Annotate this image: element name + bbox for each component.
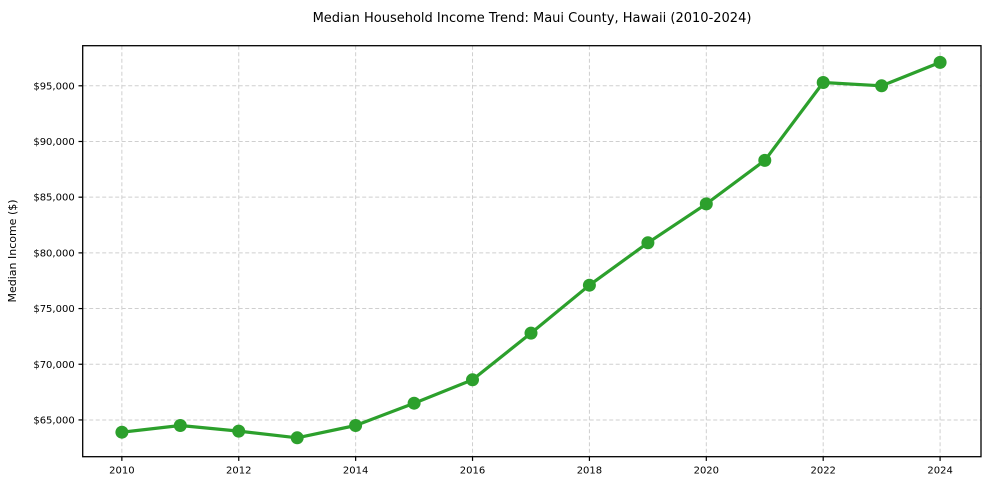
data-point-2013 (290, 431, 304, 445)
data-point-2010 (115, 425, 129, 439)
data-point-2022 (816, 76, 830, 89)
data-point-2023 (875, 79, 889, 93)
income-line-series (115, 55, 947, 445)
y-tick-label: $70,000 (33, 360, 74, 371)
y-tick-label: $75,000 (33, 304, 74, 315)
y-tick-label: $90,000 (33, 137, 74, 148)
data-point-2012 (232, 424, 246, 438)
y-tick-label: $65,000 (33, 415, 74, 426)
x-tick-label: 2010 (109, 466, 134, 477)
x-tick-label: 2014 (343, 466, 368, 477)
tick-marks (78, 85, 941, 461)
chart-title: Median Household Income Trend: Maui Coun… (313, 11, 752, 26)
y-tick-labels: $65,000 $70,000 $75,000 $80,000 $85,000 $90,0… (33, 81, 74, 426)
x-tick-label: 2024 (927, 466, 952, 477)
data-point-2017 (524, 326, 538, 340)
y-tick-label: $85,000 (33, 193, 74, 204)
y-axis-label: Median Income ($) (6, 199, 19, 302)
x-tick-label: 2012 (226, 466, 251, 477)
x-tick-label: 2022 (810, 466, 835, 477)
trend-line (120, 60, 942, 440)
x-tick-labels: 2010 2012 2014 2016 2018 2020 2022 2024 (109, 466, 953, 477)
data-point-2018 (582, 278, 596, 292)
data-point-2011 (173, 419, 187, 432)
y-tick-label: $95,000 (33, 81, 74, 92)
data-point-2020 (699, 197, 713, 211)
data-point-2021 (758, 153, 772, 167)
gridlines (82, 45, 981, 457)
data-point-2014 (349, 419, 363, 432)
x-tick-label: 2020 (694, 466, 719, 477)
x-tick-label: 2018 (577, 466, 602, 477)
data-point-2019 (641, 236, 655, 250)
y-tick-label: $80,000 (33, 248, 74, 259)
data-point-2015 (407, 396, 421, 410)
data-point-2024 (933, 55, 947, 69)
x-tick-label: 2016 (460, 466, 485, 477)
plot-area-frame (82, 45, 982, 458)
data-point-2016 (466, 373, 479, 387)
